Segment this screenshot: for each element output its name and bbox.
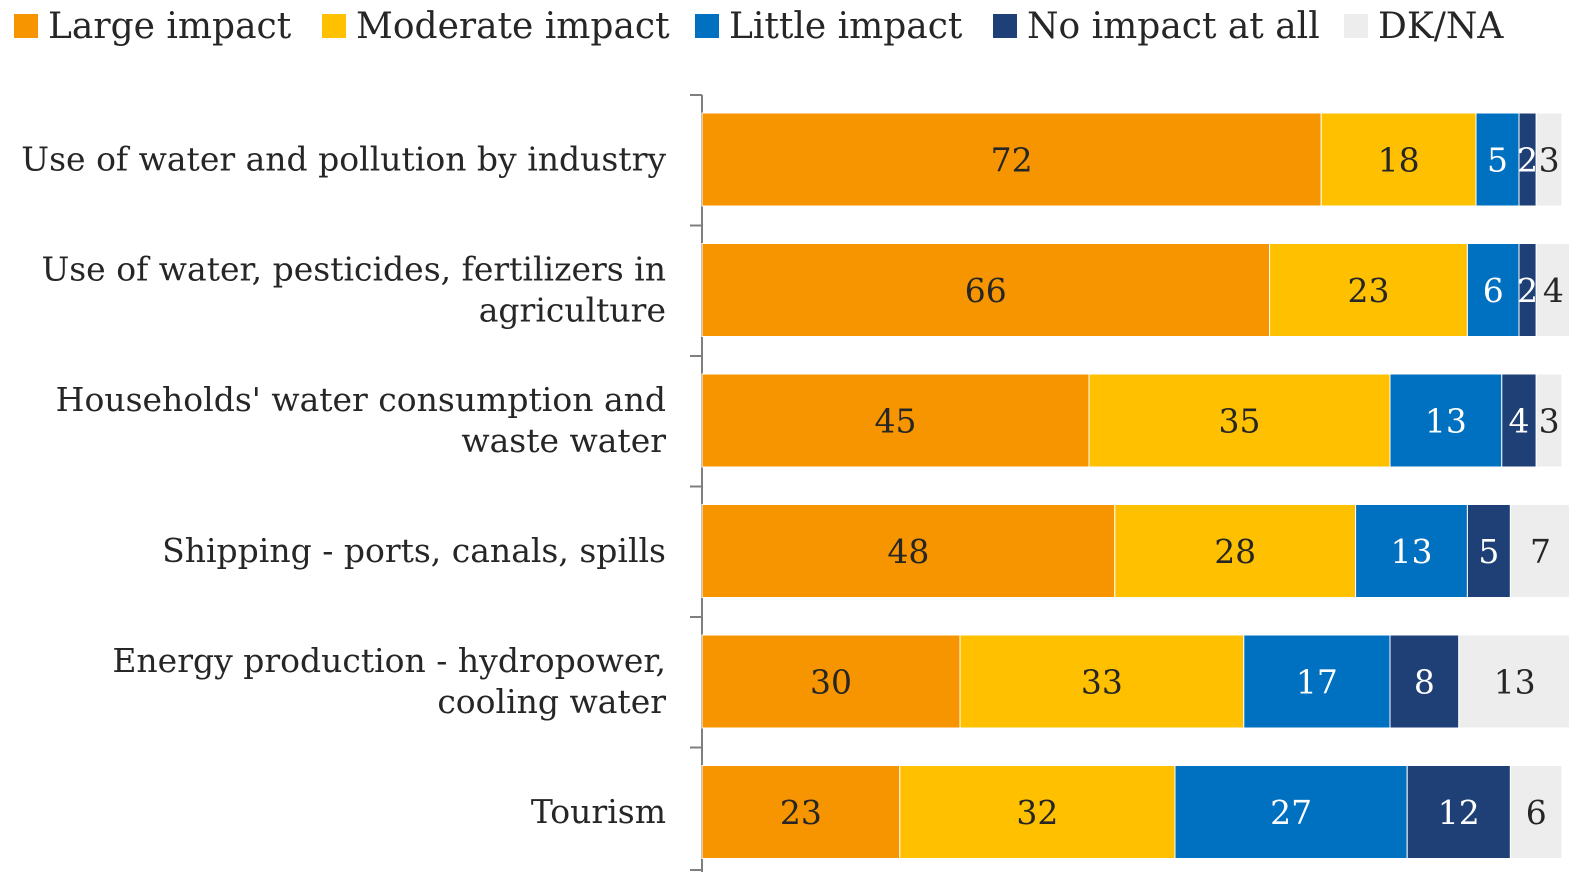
data-label-large-impact: 72 <box>991 141 1033 180</box>
bar-segment-moderate-impact <box>1088 373 1391 468</box>
bar-segment-little-impact <box>1174 765 1408 859</box>
bar-segment-large-impact <box>701 765 901 859</box>
data-label-dk-na: 7 <box>1530 532 1551 571</box>
category-label: Use of water and pollution by industry <box>21 140 666 179</box>
bar-segment-moderate-impact <box>1320 112 1477 207</box>
bar-segment-dk-na <box>1509 504 1569 598</box>
data-label-dk-na: 6 <box>1526 793 1547 832</box>
data-label-no-impact-at-all: 5 <box>1478 532 1499 571</box>
bar-segment-moderate-impact <box>1269 243 1468 337</box>
legend-swatch-little-impact <box>695 14 719 38</box>
legend-label-little-impact: Little impact <box>729 6 963 47</box>
data-label-moderate-impact: 18 <box>1378 141 1420 180</box>
legend-label-dk-na: DK/NA <box>1378 6 1504 47</box>
data-label-little-impact: 6 <box>1483 271 1504 310</box>
legend-label-moderate-impact: Moderate impact <box>356 6 670 47</box>
bar-segment-no-impact-at-all <box>1389 634 1460 729</box>
legend-swatch-moderate-impact <box>322 14 346 38</box>
bar-segment-large-impact <box>701 373 1090 468</box>
bar-segment-dk-na <box>1535 373 1563 468</box>
data-label-moderate-impact: 28 <box>1214 532 1256 571</box>
data-label-no-impact-at-all: 4 <box>1509 402 1530 441</box>
category-label: Tourism <box>531 792 666 831</box>
data-label-no-impact-at-all: 8 <box>1414 663 1435 702</box>
data-label-dk-na: 3 <box>1539 141 1560 180</box>
bar-segment-no-impact-at-all <box>1501 373 1537 468</box>
bar-segment-moderate-impact <box>959 634 1245 729</box>
bar-segment-large-impact <box>701 634 961 729</box>
data-label-moderate-impact: 33 <box>1081 663 1123 702</box>
data-label-little-impact: 27 <box>1270 793 1312 832</box>
bar-segment-dk-na <box>1509 765 1563 859</box>
category-label: agriculture <box>479 291 666 330</box>
bar-segment-no-impact-at-all <box>1406 765 1511 859</box>
bar-segment-large-impact <box>701 243 1271 337</box>
bar-segment-little-impact <box>1243 634 1391 729</box>
data-label-dk-na: 4 <box>1543 271 1564 310</box>
data-label-little-impact: 17 <box>1296 663 1338 702</box>
data-label-moderate-impact: 23 <box>1348 271 1390 310</box>
bar-segment-little-impact <box>1389 373 1503 468</box>
data-label-moderate-impact: 32 <box>1016 793 1058 832</box>
data-label-large-impact: 30 <box>810 663 852 702</box>
data-label-moderate-impact: 35 <box>1219 402 1261 441</box>
legend-swatch-dk-na <box>1344 14 1368 38</box>
category-label: Use of water, pesticides, fertilizers in <box>41 250 666 289</box>
legend-label-large-impact: Large impact <box>48 6 292 47</box>
data-label-little-impact: 13 <box>1425 402 1467 441</box>
bar-segment-dk-na <box>1535 112 1563 207</box>
category-label: Energy production - hydropower, <box>112 641 666 680</box>
bar-segment-little-impact <box>1475 112 1520 207</box>
data-label-no-impact-at-all: 2 <box>1517 271 1538 310</box>
data-label-dk-na: 3 <box>1539 402 1560 441</box>
category-label: cooling water <box>437 682 666 721</box>
category-label: Households' water consumption and <box>56 380 666 419</box>
data-label-little-impact: 5 <box>1487 141 1508 180</box>
data-label-little-impact: 13 <box>1391 532 1433 571</box>
bar-segment-large-impact <box>701 504 1116 598</box>
bar-segment-large-impact <box>701 112 1322 207</box>
legend-swatch-large-impact <box>14 14 38 38</box>
data-label-dk-na: 13 <box>1494 663 1536 702</box>
category-label: Shipping - ports, canals, spills <box>162 531 666 570</box>
bar-segment-dk-na <box>1458 634 1569 729</box>
data-label-no-impact-at-all: 2 <box>1517 141 1538 180</box>
bar-segment-dk-na <box>1535 243 1569 337</box>
data-label-large-impact: 45 <box>875 402 917 441</box>
legend-swatch-no-impact-at-all <box>993 14 1017 38</box>
data-label-large-impact: 48 <box>887 532 929 571</box>
category-label: waste water <box>461 421 666 460</box>
bar-segment-little-impact <box>1355 504 1468 598</box>
bar-segment-little-impact <box>1466 243 1520 337</box>
data-label-large-impact: 23 <box>780 793 822 832</box>
legend-label-no-impact-at-all: No impact at all <box>1027 6 1320 47</box>
data-label-large-impact: 66 <box>965 271 1007 310</box>
data-label-no-impact-at-all: 12 <box>1438 793 1480 832</box>
bar-segment-moderate-impact <box>1114 504 1357 598</box>
